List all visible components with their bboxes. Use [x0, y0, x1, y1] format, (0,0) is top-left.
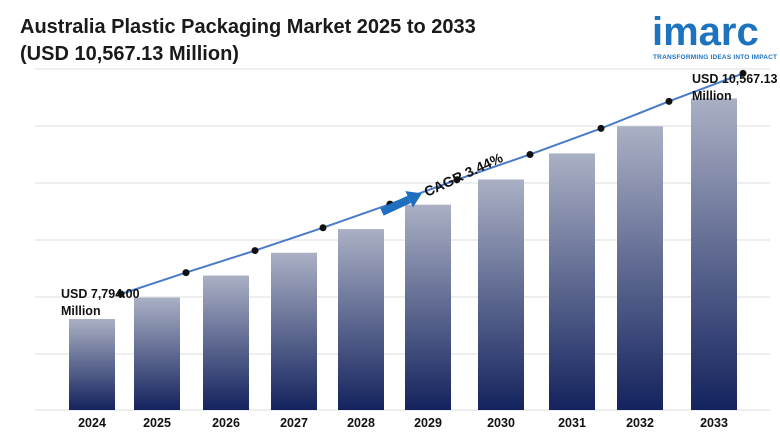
trend-line	[120, 72, 744, 295]
logo-word: imarc	[652, 10, 759, 54]
x-tick-label: 2028	[347, 416, 375, 430]
title-line-2: (USD 10,567.13 Million)	[20, 43, 239, 65]
trend-point-2032	[665, 97, 673, 105]
bar-2027	[271, 252, 317, 410]
bar-2031	[549, 153, 595, 411]
trend-point-2024	[117, 290, 125, 298]
bar-2026	[203, 275, 249, 410]
imarc-logo: imarc TRANSFORMING IDEAS INTO IMPACT	[650, 6, 778, 66]
chart-title: Australia Plastic Packaging Market 2025 …	[20, 14, 476, 68]
x-tick-label: 2033	[700, 416, 728, 430]
trend-point-2031	[597, 124, 605, 132]
cagr-arrow	[380, 191, 422, 216]
trend-point-2025	[182, 269, 190, 277]
x-tick-label: 2029	[414, 416, 442, 430]
bar-2033	[691, 98, 737, 411]
end-value-unit: Million	[692, 89, 732, 103]
logo-tagline: TRANSFORMING IDEAS INTO IMPACT	[653, 54, 778, 61]
bar-2030	[478, 179, 524, 410]
bar-2029	[405, 204, 451, 410]
title-line-1: Australia Plastic Packaging Market 2025 …	[20, 16, 476, 38]
x-tick-label: 2026	[212, 416, 240, 430]
trend-point-2027	[319, 224, 327, 232]
trend-point-2030	[526, 150, 534, 158]
bar-2032	[617, 126, 663, 410]
trend-point-2033	[739, 69, 747, 77]
x-tick-label: 2031	[558, 416, 586, 430]
bar-2024	[69, 319, 115, 410]
start-value-label: USD 7,794.00	[61, 287, 140, 301]
x-tick-labels: 2024 2025 2026 2027 2028 2029 2030 2031 2032 2033	[78, 416, 728, 430]
x-tick-label: 2030	[487, 416, 515, 430]
trend-point-2029	[453, 176, 461, 184]
bar-2028	[338, 229, 384, 410]
bar-2025	[134, 297, 180, 410]
x-tick-label: 2024	[78, 416, 106, 430]
x-tick-label: 2027	[280, 416, 308, 430]
trend-point-2026	[251, 247, 259, 255]
bars	[69, 98, 737, 411]
end-value-label: USD 10,567.13	[692, 72, 778, 86]
x-tick-label: 2032	[626, 416, 654, 430]
start-value-unit: Million	[61, 304, 101, 318]
x-tick-label: 2025	[143, 416, 171, 430]
